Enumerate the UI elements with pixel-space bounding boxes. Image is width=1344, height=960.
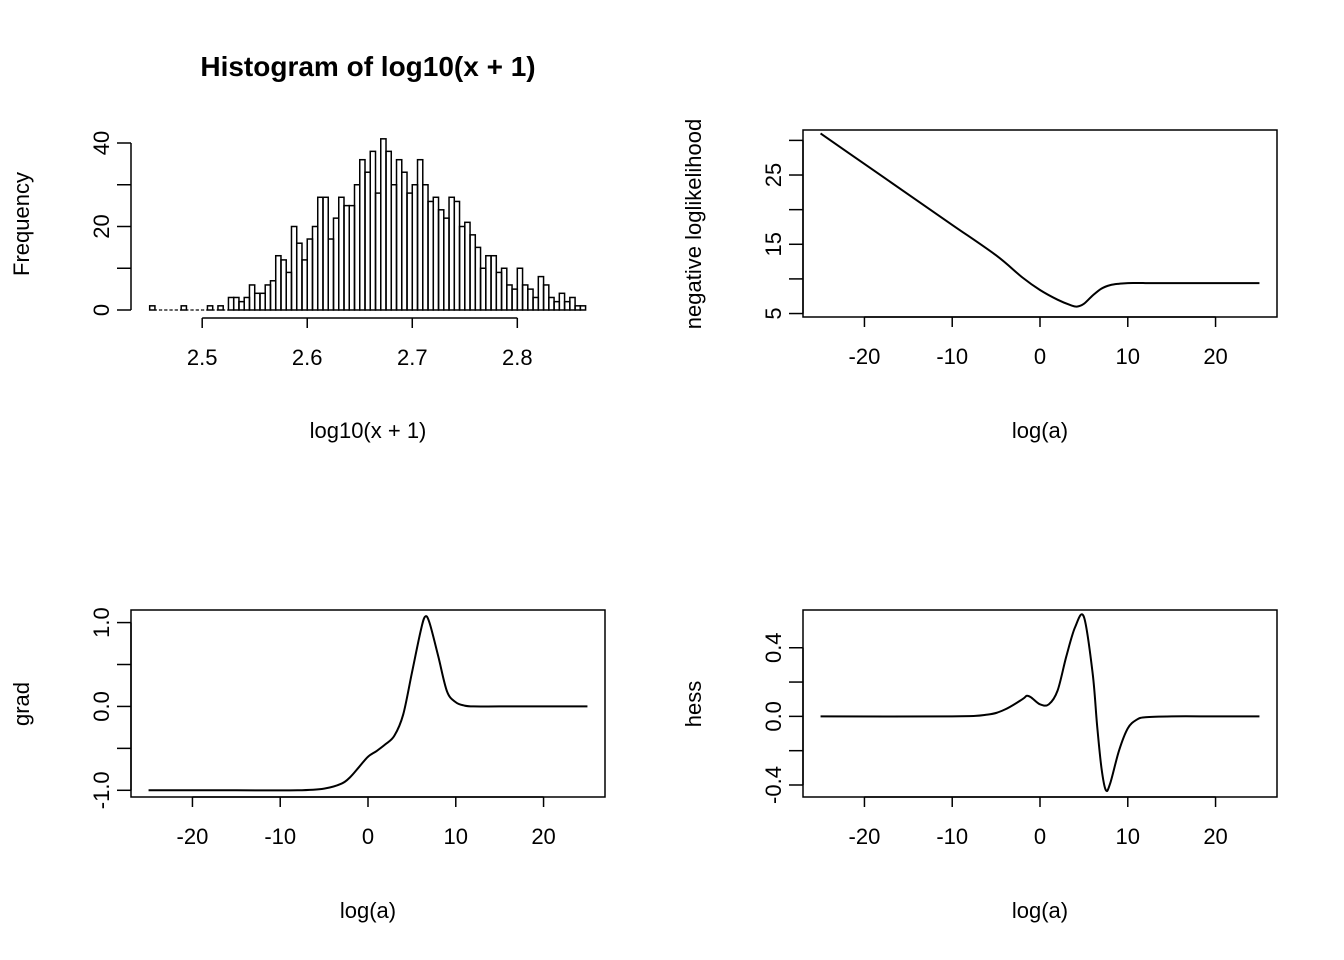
negloglik-y-tick-label: 25	[761, 163, 786, 187]
histogram-bar	[148, 305, 156, 311]
grad-x-tick-label: -20	[177, 824, 209, 849]
histogram-y-tick-label: 20	[89, 214, 114, 238]
grad-x-label: log(a)	[340, 898, 396, 923]
grad-x-tick-label: 10	[444, 824, 468, 849]
hess-x-axis: -20 -10 0 10 20	[849, 796, 1228, 849]
histogram-bar	[180, 305, 188, 311]
histogram-bar	[579, 305, 587, 311]
histogram-bar	[217, 305, 224, 311]
hess-y-label: hess	[681, 681, 706, 727]
histogram-y-tick-label: 40	[89, 131, 114, 155]
negloglik-y-label: negative loglikelihood	[681, 119, 706, 329]
negloglik-x-tick-label: 0	[1034, 344, 1046, 369]
negloglik-series-line	[819, 132, 1260, 308]
histogram-y-tick-label: 0	[89, 304, 114, 316]
hess-x-tick-label: -10	[936, 824, 968, 849]
grad-panel: -20 -10 0 10 20 -1.0 0.0 1.0 log(a) grad	[9, 607, 606, 923]
histogram-x-tick-label: 2.7	[397, 345, 428, 370]
hess-y-axis: -0.4 0.0 0.4	[761, 632, 804, 804]
grad-y-tick-label: 0.0	[89, 691, 114, 722]
histogram-x-tick-label: 2.5	[187, 345, 218, 370]
negloglik-y-axis: 5 15 25	[761, 139, 804, 320]
negloglik-x-label: log(a)	[1012, 418, 1068, 443]
negloglik-x-tick-label: 20	[1203, 344, 1227, 369]
hess-x-tick-label: 10	[1116, 824, 1140, 849]
hess-x-tick-label: 20	[1203, 824, 1227, 849]
histogram-y-label: Frequency	[9, 172, 34, 276]
negloglik-x-axis: -20 -10 0 10 20	[849, 316, 1228, 369]
grad-x-axis: -20 -10 0 10 20	[177, 796, 556, 849]
histogram-bars	[148, 138, 587, 311]
hess-y-tick-label: 0.0	[761, 701, 786, 732]
negloglik-y-tick-label: 5	[761, 307, 786, 319]
hess-panel: -20 -10 0 10 20 -0.4 0.0 0.4 log(a) hess	[681, 609, 1278, 923]
hess-series-line	[820, 613, 1260, 793]
histogram-bar	[569, 296, 576, 311]
negloglik-panel: -20 -10 0 10 20 5 15 25 log(a) negative loglik…	[681, 119, 1278, 443]
hess-x-label: log(a)	[1012, 898, 1068, 923]
grad-series-line	[148, 615, 588, 792]
negloglik-x-tick-label: -10	[936, 344, 968, 369]
hess-x-tick-label: 0	[1034, 824, 1046, 849]
grad-y-label: grad	[9, 682, 34, 726]
grad-y-tick-label: 1.0	[89, 607, 114, 638]
histogram-x-tick-label: 2.8	[502, 345, 533, 370]
grad-x-tick-label: 20	[531, 824, 555, 849]
negloglik-x-tick-label: 10	[1116, 344, 1140, 369]
hess-y-tick-label: -0.4	[761, 766, 786, 804]
hess-x-tick-label: -20	[849, 824, 881, 849]
histogram-bar	[206, 305, 214, 311]
histogram-y-axis: 0 20 40	[89, 131, 132, 316]
histogram-panel: Histogram of log10(x + 1) 2.5 2.6 2.7 2.8 0…	[9, 51, 587, 443]
negloglik-y-tick-label: 15	[761, 232, 786, 256]
histogram-x-label: log10(x + 1)	[310, 418, 427, 443]
grad-x-tick-label: 0	[362, 824, 374, 849]
grad-x-tick-label: -10	[264, 824, 296, 849]
histogram-title: Histogram of log10(x + 1)	[200, 51, 535, 82]
histogram-x-tick-label: 2.6	[292, 345, 323, 370]
grad-y-axis: -1.0 0.0 1.0	[89, 607, 132, 809]
grad-y-tick-label: -1.0	[89, 771, 114, 809]
hess-y-tick-label: 0.4	[761, 632, 786, 663]
negloglik-x-tick-label: -20	[849, 344, 881, 369]
histogram-x-axis: 2.5 2.6 2.7 2.8	[187, 317, 533, 370]
